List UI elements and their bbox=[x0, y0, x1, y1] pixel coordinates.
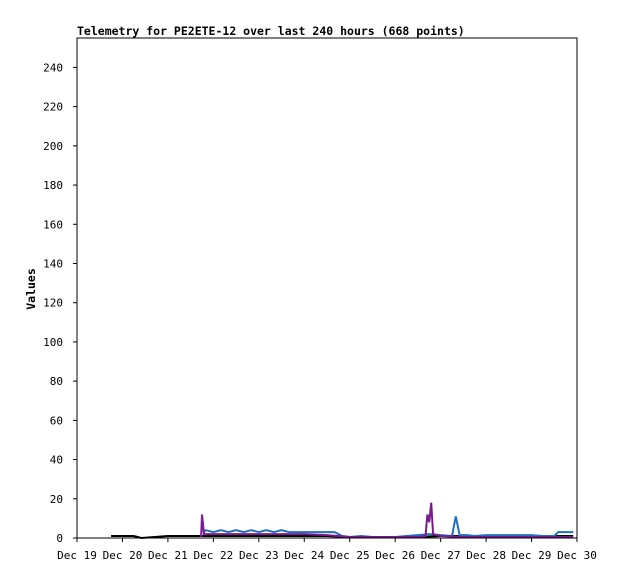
x-tick-label: Dec 20 bbox=[103, 549, 143, 562]
chart-title: Telemetry for PE2ETE-12 over last 240 ho… bbox=[77, 24, 465, 38]
x-tick-label: Dec 24 bbox=[284, 549, 324, 562]
y-axis-label: Values bbox=[24, 268, 38, 310]
y-axis: 0 20 40 60 80 100 120 140 160 180 200 220 240 bbox=[43, 61, 77, 545]
y-tick-label: 220 bbox=[43, 101, 63, 114]
x-tick-label: Dec 29 bbox=[512, 549, 552, 562]
y-tick-label: 240 bbox=[43, 61, 63, 74]
y-tick-label: 200 bbox=[43, 140, 63, 153]
series-line-3 bbox=[200, 502, 574, 538]
y-tick-label: 80 bbox=[50, 375, 63, 388]
x-tick-label: Dec 30 bbox=[557, 549, 597, 562]
x-axis: Dec 19 Dec 20 Dec 21 Dec 22 Dec 23 Dec 24 Dec … bbox=[57, 538, 597, 562]
x-tick-label: Dec 22 bbox=[193, 549, 233, 562]
x-tick-label: Dec 28 bbox=[466, 549, 506, 562]
x-tick-label: Dec 26 bbox=[375, 549, 415, 562]
x-tick-label: Dec 23 bbox=[239, 549, 279, 562]
y-tick-label: 140 bbox=[43, 257, 63, 270]
y-tick-label: 20 bbox=[50, 493, 63, 506]
y-tick-label: 60 bbox=[50, 414, 63, 427]
x-tick-label: Dec 25 bbox=[330, 549, 370, 562]
x-tick-label: Dec 19 bbox=[57, 549, 97, 562]
series-layer bbox=[111, 502, 574, 540]
x-tick-label: Dec 21 bbox=[148, 549, 188, 562]
y-tick-label: 180 bbox=[43, 179, 63, 192]
y-tick-label: 0 bbox=[56, 532, 63, 545]
y-tick-label: 160 bbox=[43, 218, 63, 231]
y-tick-label: 40 bbox=[50, 454, 63, 467]
y-tick-label: 100 bbox=[43, 336, 63, 349]
y-tick-label: 120 bbox=[43, 297, 63, 310]
x-tick-label: Dec 27 bbox=[421, 549, 461, 562]
plot-frame bbox=[76, 37, 578, 539]
